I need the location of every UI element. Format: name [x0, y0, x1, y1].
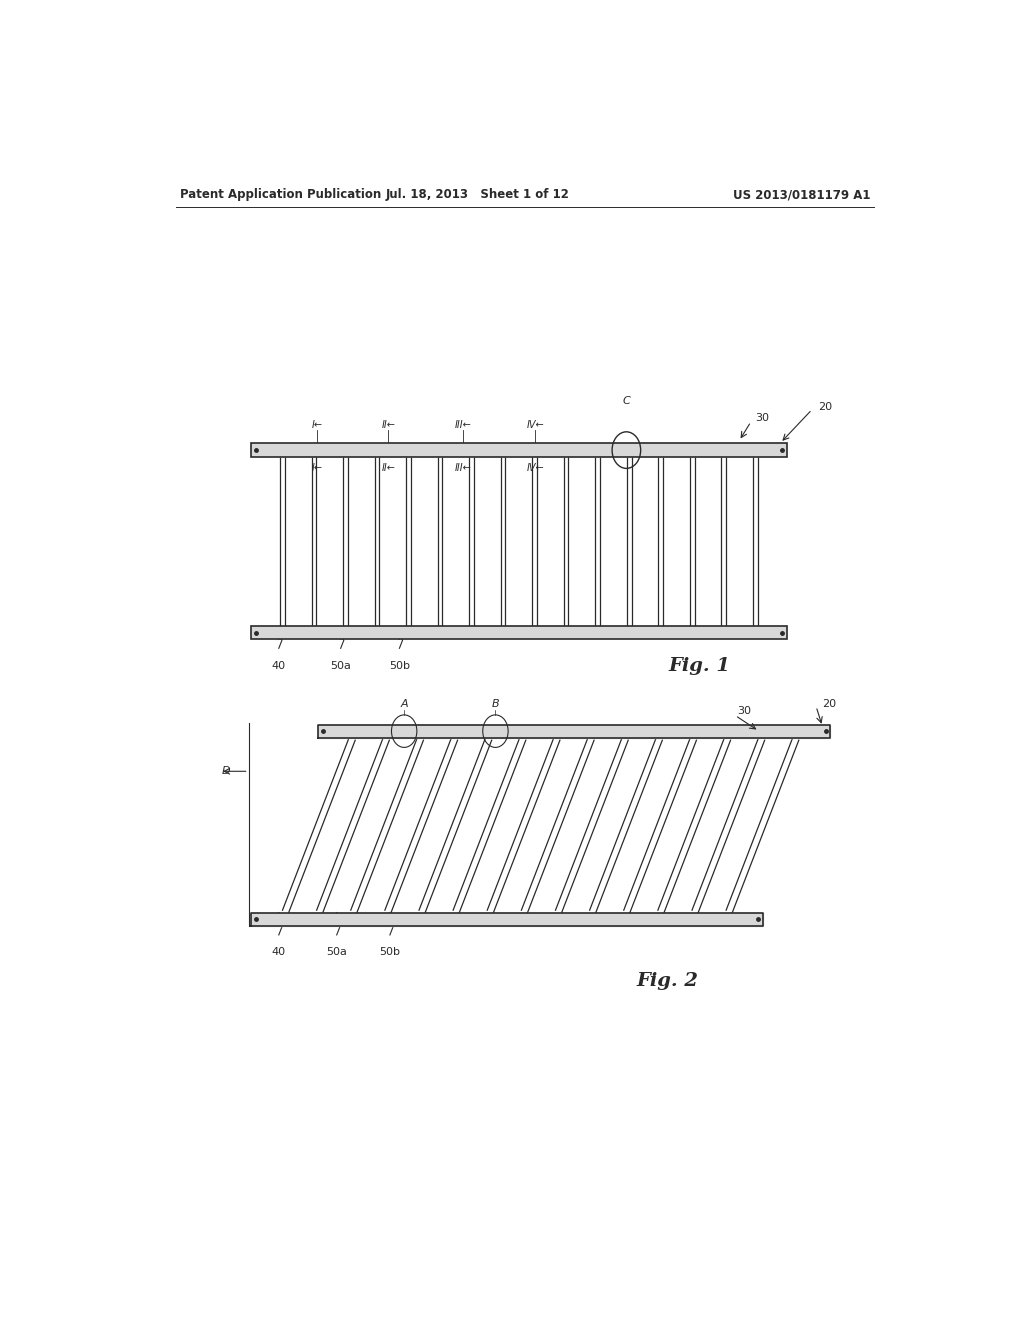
Text: II←: II←: [381, 463, 395, 474]
Text: IV←: IV←: [526, 420, 544, 430]
Text: 50b: 50b: [379, 948, 400, 957]
Text: 40: 40: [271, 660, 286, 671]
Text: 30: 30: [755, 413, 769, 422]
Text: Fig. 2: Fig. 2: [637, 972, 698, 990]
Text: 20: 20: [818, 403, 833, 412]
Text: 50a: 50a: [327, 948, 347, 957]
Text: D: D: [221, 767, 230, 776]
Polygon shape: [251, 912, 763, 925]
Bar: [251, 626, 786, 639]
Text: III←: III←: [455, 420, 471, 430]
Text: 50b: 50b: [389, 660, 410, 671]
Text: C: C: [623, 396, 630, 407]
Text: 40: 40: [271, 948, 286, 957]
Bar: [251, 444, 786, 457]
Text: Fig. 1: Fig. 1: [669, 657, 730, 675]
Text: 20: 20: [822, 700, 837, 709]
Text: Jul. 18, 2013   Sheet 1 of 12: Jul. 18, 2013 Sheet 1 of 12: [385, 189, 569, 202]
Text: I←: I←: [311, 420, 323, 430]
Text: III←: III←: [455, 463, 471, 474]
Text: US 2013/0181179 A1: US 2013/0181179 A1: [732, 189, 870, 202]
Text: B: B: [492, 700, 500, 709]
Text: 30: 30: [737, 706, 752, 717]
Polygon shape: [318, 725, 830, 738]
Text: 50a: 50a: [331, 660, 351, 671]
Text: Patent Application Publication: Patent Application Publication: [179, 189, 381, 202]
Text: IV←: IV←: [526, 463, 544, 474]
Text: II←: II←: [381, 420, 395, 430]
Text: A: A: [400, 700, 408, 709]
Text: I←: I←: [311, 463, 323, 474]
